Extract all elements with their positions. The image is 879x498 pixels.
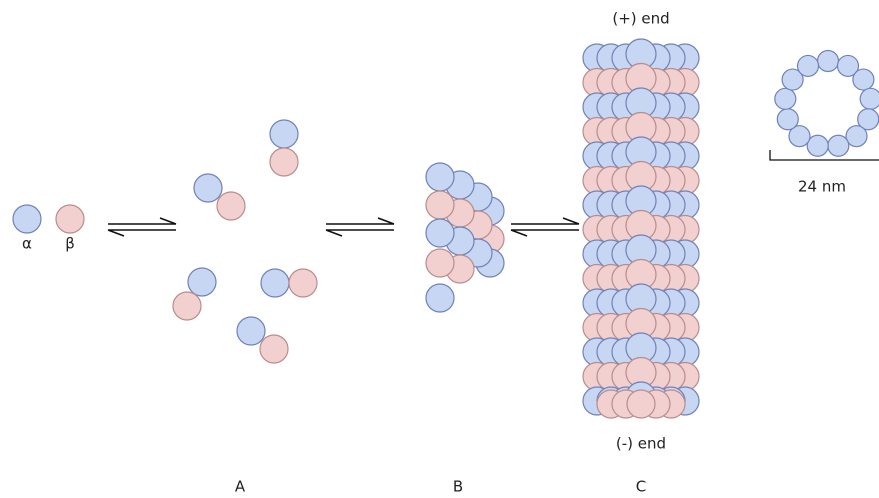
alpha-tubulin xyxy=(270,120,298,148)
beta-tubulin xyxy=(289,269,317,297)
stage-label: A xyxy=(235,478,246,496)
beta-label: β xyxy=(65,235,75,253)
shapes xyxy=(13,39,879,418)
beta-tubulin xyxy=(270,148,298,176)
alpha-tubulin xyxy=(13,205,41,233)
diameter-label: 24 nm xyxy=(798,178,846,196)
alpha-tubulin xyxy=(860,88,879,109)
beta-tubulin xyxy=(627,390,655,418)
alpha-tubulin xyxy=(777,109,798,130)
alpha-label: α xyxy=(22,235,32,253)
alpha-tubulin xyxy=(426,284,454,312)
stage-label: C xyxy=(636,478,646,496)
alpha-tubulin xyxy=(853,69,874,90)
minus-end-label: (-) end xyxy=(616,435,666,453)
alpha-tubulin xyxy=(426,219,454,247)
diagram: α β (+) end (-) end 24 nm A B C xyxy=(0,0,879,498)
alpha-tubulin xyxy=(426,163,454,191)
alpha-tubulin xyxy=(237,317,265,345)
beta-tubulin xyxy=(260,335,288,363)
arrow xyxy=(326,218,394,224)
alpha-tubulin xyxy=(261,269,289,297)
alpha-tubulin xyxy=(194,174,222,202)
beta-tubulin xyxy=(217,192,245,220)
arrow xyxy=(108,218,176,224)
beta-tubulin xyxy=(426,191,454,219)
beta-tubulin xyxy=(173,292,201,320)
arrow xyxy=(511,230,579,236)
plus-end-label: (+) end xyxy=(612,10,669,28)
alpha-tubulin xyxy=(188,268,216,296)
arrow xyxy=(326,230,394,236)
arrow xyxy=(511,218,579,224)
equilibrium-arrows xyxy=(108,218,579,236)
beta-tubulin xyxy=(56,205,84,233)
arrow xyxy=(108,230,176,236)
alpha-tubulin xyxy=(798,55,819,76)
alpha-tubulin xyxy=(775,88,796,109)
alpha-tubulin xyxy=(818,51,839,72)
alpha-tubulin xyxy=(828,135,849,156)
beta-tubulin xyxy=(426,249,454,277)
stage-label: B xyxy=(453,478,463,496)
